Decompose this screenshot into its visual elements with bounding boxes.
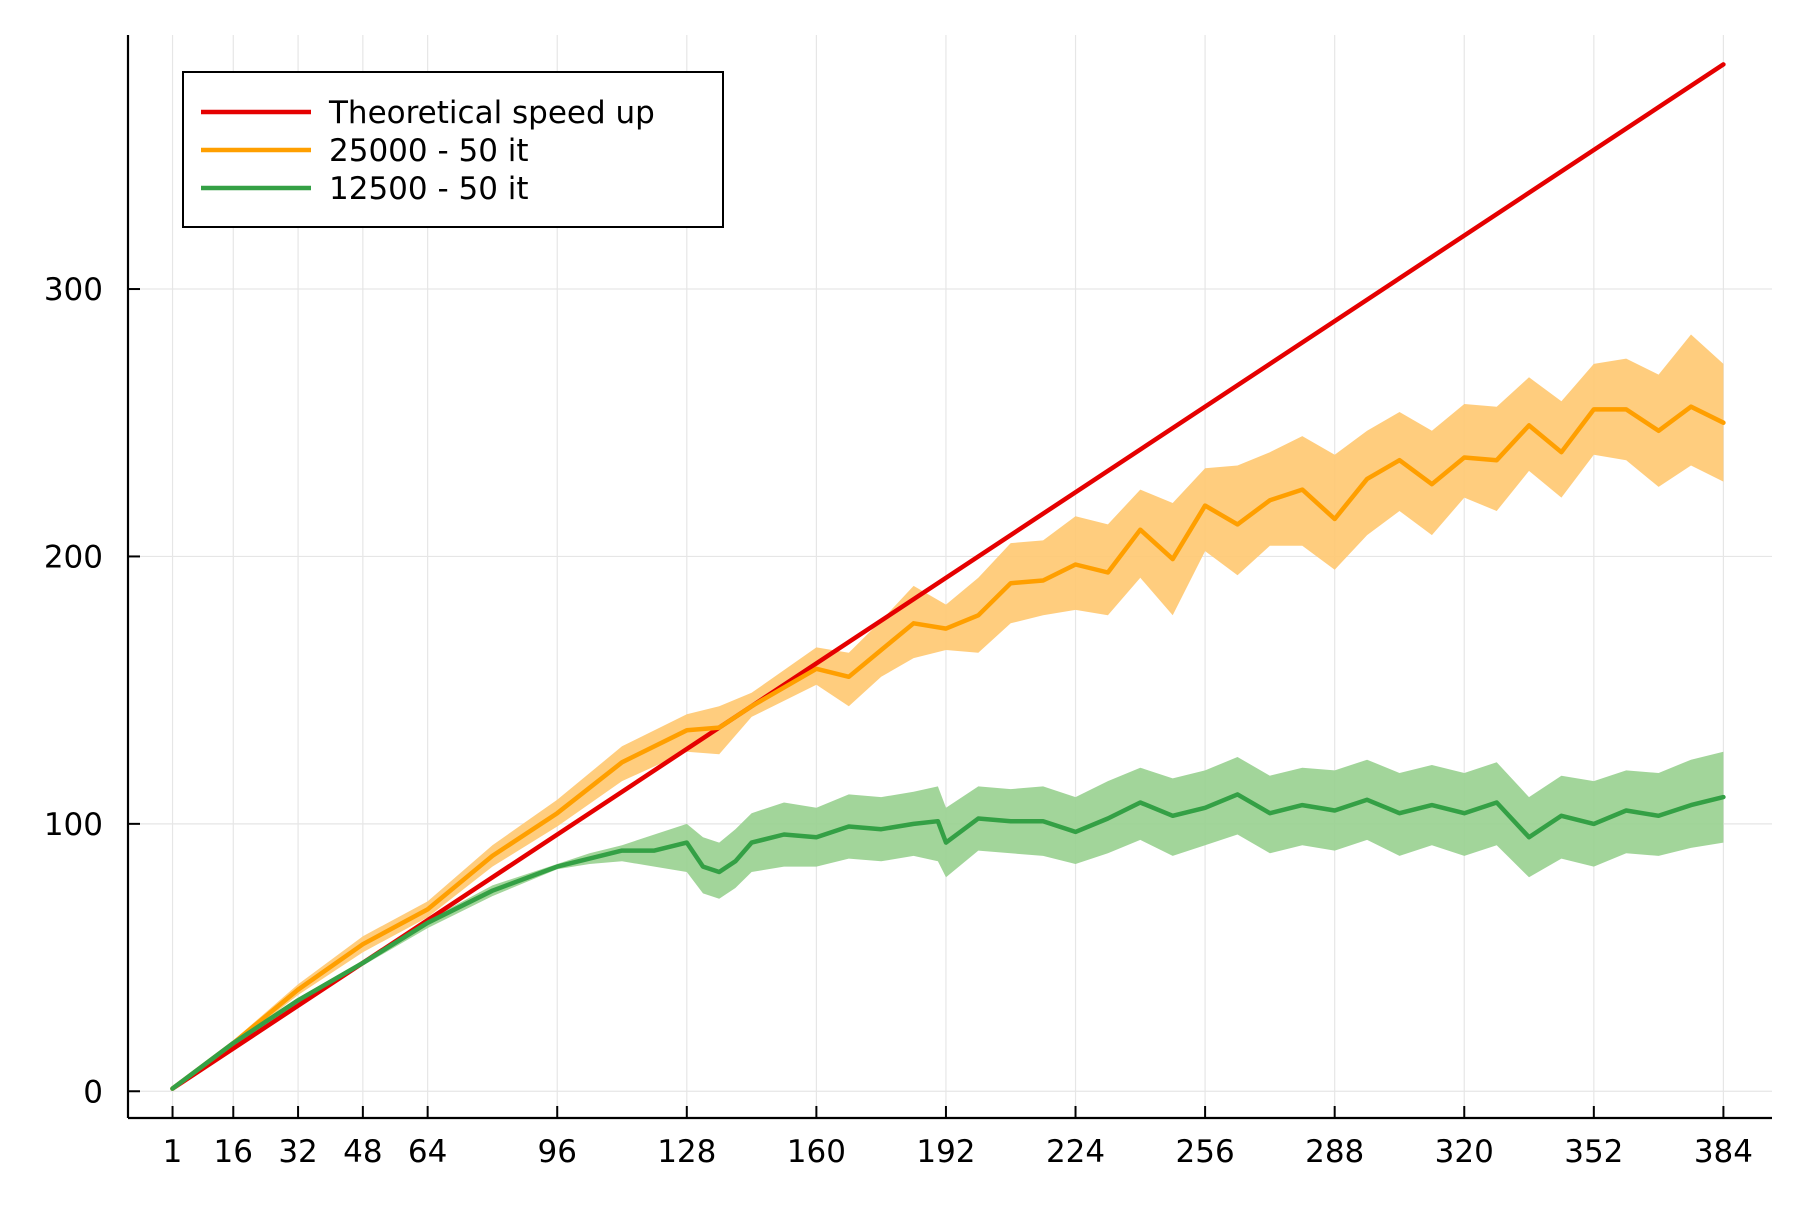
y-tick-label: 200 (44, 539, 103, 575)
series-lines (170, 62, 1726, 1091)
x-tick-label: 128 (657, 1134, 716, 1170)
series-band-2 (172, 751, 1724, 1089)
series-line-2 (170, 792, 1726, 1091)
x-tick-label: 256 (1176, 1134, 1235, 1170)
x-tick-label: 384 (1694, 1134, 1753, 1170)
x-tick-label: 1 (163, 1134, 183, 1170)
x-tick-label: 64 (408, 1134, 447, 1170)
legend-label-1: 25000 - 50 it (329, 133, 529, 169)
y-tick-label: 0 (83, 1074, 103, 1110)
x-tick-label: 160 (787, 1134, 846, 1170)
y-tick-label: 100 (44, 807, 103, 843)
x-tick-label: 96 (537, 1134, 576, 1170)
y-tick-label: 300 (44, 272, 103, 308)
x-tick-label: 288 (1305, 1134, 1364, 1170)
series-line-0 (170, 62, 1726, 1091)
series-band-1 (172, 334, 1724, 1089)
x-tick-label: 16 (214, 1134, 253, 1170)
x-tick-label: 224 (1046, 1134, 1105, 1170)
x-tick-label: 352 (1564, 1134, 1623, 1170)
axes: 1 16 32 48 64 96 128 160 192 224 256 288 320 352 384 0 1… (44, 35, 1772, 1170)
legend-label-2: 12500 - 50 it (329, 171, 529, 207)
x-tick-label: 32 (278, 1134, 317, 1170)
legend-label-0: Theoretical speed up (328, 95, 655, 131)
x-tick-label: 48 (343, 1134, 382, 1170)
series-line-1 (170, 404, 1726, 1091)
confidence-bands (172, 334, 1724, 1089)
x-tick-label: 192 (916, 1134, 975, 1170)
x-tick-label: 320 (1435, 1134, 1494, 1170)
